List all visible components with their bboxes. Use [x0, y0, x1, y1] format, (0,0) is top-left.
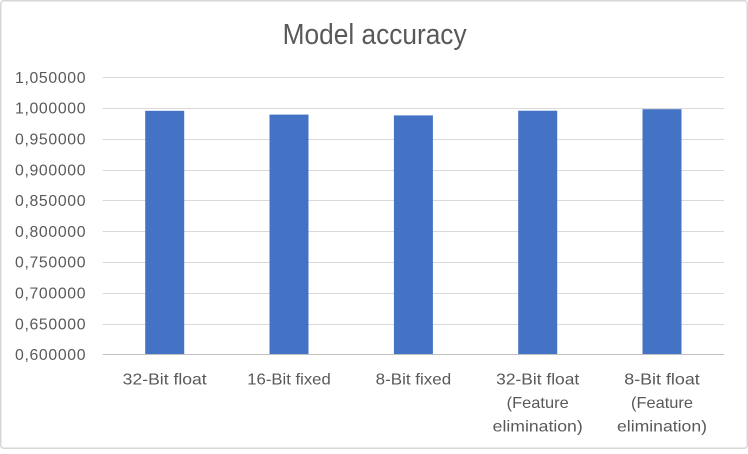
- svg-text:Model accuracy: Model accuracy: [283, 19, 468, 51]
- svg-text:32-Bit float: 32-Bit float: [123, 372, 208, 389]
- svg-text:16-Bit fixed: 16-Bit fixed: [247, 372, 331, 389]
- svg-text:elimination): elimination): [617, 419, 707, 436]
- svg-text:8-Bit fixed: 8-Bit fixed: [376, 372, 452, 389]
- svg-text:(Feature: (Feature: [631, 395, 693, 412]
- svg-text:0,900000: 0,900000: [15, 162, 86, 179]
- svg-text:1,050000: 1,050000: [15, 70, 86, 87]
- svg-text:8-Bit float: 8-Bit float: [624, 372, 700, 389]
- svg-text:1,000000: 1,000000: [15, 101, 86, 118]
- svg-text:elimination): elimination): [493, 419, 583, 436]
- svg-text:0,700000: 0,700000: [15, 286, 86, 303]
- svg-text:0,750000: 0,750000: [15, 255, 86, 272]
- svg-text:0,600000: 0,600000: [15, 347, 86, 364]
- svg-text:0,800000: 0,800000: [15, 224, 86, 241]
- svg-text:(Feature: (Feature: [507, 395, 569, 412]
- svg-text:0,850000: 0,850000: [15, 193, 86, 210]
- svg-text:0,650000: 0,650000: [15, 316, 86, 333]
- svg-text:32-Bit float: 32-Bit float: [496, 372, 580, 389]
- svg-text:0,950000: 0,950000: [15, 132, 86, 149]
